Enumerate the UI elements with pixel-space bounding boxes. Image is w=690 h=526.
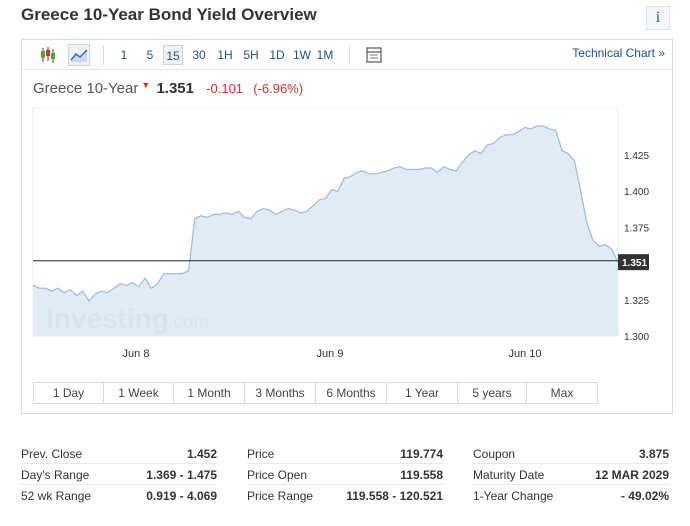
range-max[interactable]: Max: [550, 386, 574, 400]
range-6-months[interactable]: 6 Months: [316, 383, 387, 403]
stat-row: Prev. Close 1.452: [21, 443, 217, 464]
stat-value: 119.774: [400, 447, 443, 461]
interval-15[interactable]: 15: [163, 45, 183, 65]
stat-value: 0.919 - 4.069: [146, 489, 217, 503]
stat-label: Day's Range: [21, 468, 90, 482]
technical-chart-link[interactable]: Technical Chart »: [572, 46, 665, 60]
interval-5h[interactable]: 5H: [243, 48, 259, 62]
interval-30[interactable]: 30: [192, 48, 206, 62]
last-price: 1.351: [156, 80, 194, 97]
stat-label: Price Open: [247, 468, 308, 482]
candlestick-chart-icon[interactable]: [37, 44, 59, 66]
stat-value: 1.369 - 1.475: [146, 468, 217, 482]
stat-row: 52 wk Range 0.919 - 4.069: [21, 485, 217, 506]
toolbar-divider: [349, 45, 350, 65]
interval-1w[interactable]: 1W: [293, 48, 311, 62]
stat-value: 12 MAR 2029: [594, 468, 669, 482]
y-tick-label: 1.300: [624, 332, 649, 343]
range-1-year[interactable]: 1 Year: [387, 383, 458, 403]
last-value-label: 1.351: [622, 258, 647, 269]
series-area: [33, 126, 618, 336]
stat-label: Price Range: [247, 489, 314, 503]
down-arrow-icon: ▼: [141, 80, 151, 90]
range-5-years[interactable]: 5 years: [458, 383, 527, 403]
stat-row: Price 119.774: [247, 443, 443, 464]
stat-label: Coupon: [473, 447, 516, 461]
stat-label: 52 wk Range: [21, 489, 92, 503]
x-tick-label: Jun 10: [508, 348, 541, 360]
settings-panel-icon[interactable]: [363, 44, 385, 66]
y-tick-label: 1.325: [624, 296, 649, 307]
stat-label: Prev. Close: [21, 447, 83, 461]
y-tick-label: 1.425: [624, 151, 649, 162]
stat-row: Price Range 119.558 - 120.521: [247, 485, 443, 506]
chart-toolbar: 1 5 15 30 1H 5H 1D 1W 1M Technical Chart »: [22, 40, 672, 70]
stat-row: 1-Year Change - 49.02%: [473, 485, 669, 506]
page-title: Greece 10-Year Bond Yield Overview: [21, 5, 317, 24]
stat-value: 119.558 - 120.521: [346, 489, 443, 503]
stat-value: 1.452: [186, 447, 217, 461]
interval-5[interactable]: 5: [146, 48, 154, 62]
stat-row: Price Open 119.558: [247, 464, 443, 485]
price-change-percent: (-6.96%): [253, 81, 304, 96]
toolbar-divider: [103, 45, 104, 65]
range-1-week[interactable]: 1 Week: [104, 383, 174, 403]
stat-value: 3.875: [638, 447, 669, 461]
y-tick-label: 1.375: [624, 223, 649, 234]
range-3-months[interactable]: 3 Months: [245, 383, 316, 403]
quote-header: Greece 10-Year ▼ 1.351 -0.101 (-6.96%): [33, 80, 303, 97]
stat-value: 119.558: [400, 468, 443, 482]
info-icon[interactable]: i: [646, 6, 670, 30]
price-chart[interactable]: Investing.com1.3001.3251.3751.4001.4251.…: [22, 40, 674, 375]
x-tick-label: Jun 9: [317, 348, 344, 360]
area-chart-icon[interactable]: [68, 44, 90, 66]
stats-column: Price 119.774 Price Open 119.558 Price Range…: [247, 443, 443, 506]
x-tick-label: Jun 8: [123, 348, 150, 360]
chart-panel: 1 5 15 30 1H 5H 1D 1W 1M Technical Chart » Greec…: [21, 39, 673, 414]
stat-label: Maturity Date: [473, 468, 545, 482]
interval-1h[interactable]: 1H: [217, 48, 233, 62]
interval-1m[interactable]: 1M: [316, 48, 334, 62]
last-value-tag: [618, 254, 649, 271]
stat-row: Coupon 3.875: [473, 443, 669, 464]
series-line: [32, 125, 619, 303]
stat-label: Price: [247, 447, 275, 461]
range-selector: 1 Day 1 Week 1 Month 3 Months 6 Months 1 Year…: [33, 382, 598, 404]
stats-column: Prev. Close 1.452 Day's Range 1.369 - 1.475…: [21, 443, 217, 506]
range-1-month[interactable]: 1 Month: [174, 383, 245, 403]
stat-label: 1-Year Change: [473, 489, 554, 503]
instrument-name: Greece 10-Year: [33, 80, 139, 97]
stats-column: Coupon 3.875 Maturity Date 12 MAR 2029 1-Yea…: [473, 443, 669, 506]
interval-1d[interactable]: 1D: [269, 48, 285, 62]
stat-row: Day's Range 1.369 - 1.475: [21, 464, 217, 485]
interval-1[interactable]: 1: [120, 48, 128, 62]
range-1-day[interactable]: 1 Day: [34, 383, 104, 403]
stat-value: - 49.02%: [620, 489, 669, 503]
y-tick-label: 1.400: [624, 187, 649, 198]
stat-row: Maturity Date 12 MAR 2029: [473, 464, 669, 485]
price-change: -0.101: [206, 81, 244, 96]
